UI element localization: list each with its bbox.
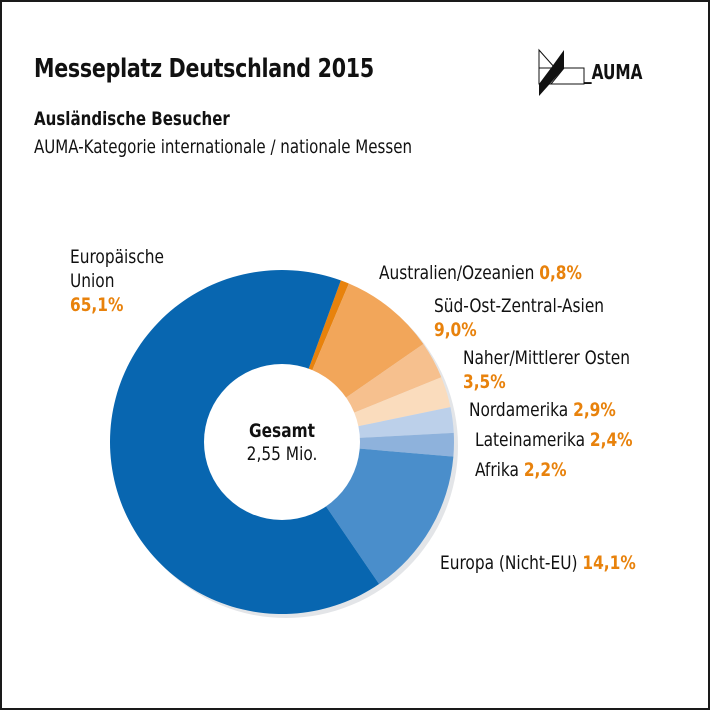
donut-slice-naher-mittlerer-osten	[345, 344, 442, 414]
label-lateinamerika: Lateinamerika 2,4%	[475, 428, 633, 452]
label-value: 3,5%	[463, 371, 506, 393]
label-name: Naher/Mittlerer Osten	[463, 347, 631, 369]
label-value: 9,0%	[434, 319, 477, 341]
chart-title: Messeplatz Deutschland 2015	[34, 54, 374, 84]
chart-category-note: AUMA-Kategorie internationale / national…	[34, 136, 413, 158]
donut-hole	[204, 364, 360, 520]
donut-slice-afrika	[358, 432, 455, 457]
donut-slice-europa-nicht-eu	[325, 448, 454, 584]
label-name: Süd-Ost-Zentral-Asien	[434, 295, 605, 317]
label-name: Europäische	[70, 246, 164, 268]
chart-subtitle: Ausländische Besucher	[34, 108, 230, 130]
label-value: 2,4%	[589, 429, 633, 451]
label-name: Union	[70, 270, 115, 292]
donut-slice-nordamerika	[353, 377, 451, 427]
label-australien-ozeanien: Australien/Ozeanien 0,8%	[379, 261, 582, 285]
label-value: 2,2%	[523, 459, 567, 481]
auma-logo-icon	[538, 48, 585, 96]
donut-slice-lateinamerika	[357, 407, 454, 438]
label-name: Afrika	[475, 459, 519, 481]
donut-slice-australien-ozeanien	[308, 280, 349, 372]
label-name: Lateinamerika	[475, 429, 586, 451]
label-value: 14,1%	[582, 552, 636, 574]
label-europa-nicht-eu: Europa (Nicht-EU) 14,1%	[440, 551, 636, 575]
label-sued-ost-zentral-asien: Süd-Ost-Zentral-Asien 9,0%	[434, 294, 604, 342]
label-name: Europa (Nicht-EU)	[440, 552, 578, 574]
label-afrika: Afrika 2,2%	[475, 458, 567, 482]
total-label: Gesamt	[248, 420, 315, 442]
label-europaeische-union: Europäische Union 65,1%	[70, 245, 164, 317]
auma-logo-text: _AUMA	[584, 60, 643, 84]
total-value: 2,55 Mio.	[246, 443, 318, 465]
label-value: 0,8%	[539, 262, 582, 284]
label-value: 2,9%	[573, 399, 616, 421]
label-nordamerika: Nordamerika 2,9%	[469, 398, 616, 422]
label-name: Nordamerika	[469, 399, 569, 421]
label-name: Australien/Ozeanien	[379, 262, 535, 284]
label-value: 65,1%	[70, 294, 124, 316]
donut-slice-europäische-union	[109, 270, 380, 614]
label-naher-mittlerer-osten: Naher/Mittlerer Osten 3,5%	[463, 346, 630, 394]
donut-slice-süd-ost-zentral-asien	[311, 283, 424, 399]
